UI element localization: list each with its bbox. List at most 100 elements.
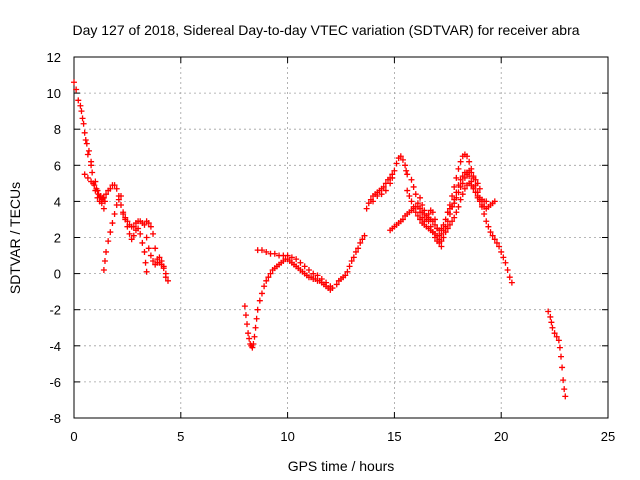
data-point [355,245,362,252]
data-point [142,259,149,266]
data-point [399,156,406,163]
data-point [141,248,148,255]
data-point [404,171,411,178]
data-point [83,140,90,147]
series-arc-9 [333,232,368,288]
data-point [143,234,150,241]
data-point [256,297,263,304]
x-tick-label: 10 [280,429,294,444]
data-point [253,315,260,322]
data-point [82,137,89,144]
data-point [99,194,106,201]
data-point [444,225,451,232]
data-point [417,209,424,216]
data-point [314,272,321,279]
data-point [556,344,563,351]
data-point [421,207,428,214]
data-point [158,257,165,264]
data-point [160,265,167,272]
data-point [487,229,494,236]
data-point [100,205,107,212]
data-point [113,185,120,192]
data-point [457,183,464,190]
data-point [472,189,479,196]
data-point [444,209,451,216]
data-point [141,221,148,228]
data-point [244,321,251,328]
data-point [84,174,91,181]
data-point [342,272,349,279]
data-point [449,218,456,225]
data-point [89,169,96,176]
data-point [404,187,411,194]
data-point [374,192,381,199]
series-arc-8 [254,247,334,290]
chart-title: Day 127 of 2018, Sidereal Day-to-day VTE… [72,22,579,38]
data-point [449,203,456,210]
data-point [485,223,492,230]
data-point [263,277,270,284]
data-point [91,182,98,189]
data-point [414,200,421,207]
data-point [154,259,161,266]
data-point [414,212,421,219]
data-point [417,194,424,201]
data-point [145,220,152,227]
data-point [449,192,456,199]
data-point [412,191,419,198]
data-point [350,254,357,261]
data-point [85,147,92,154]
data-point [246,335,253,342]
grid-lines [74,57,608,418]
data-point [93,185,100,192]
data-point [382,187,389,194]
data-point [387,180,394,187]
series-arc-14 [417,180,490,246]
data-point [164,277,171,284]
data-point [425,211,432,218]
data-point [297,259,304,266]
data-point [451,200,458,207]
y-tick-label: -4 [49,339,61,354]
data-point [419,202,426,209]
data-point [451,214,458,221]
data-point [455,189,462,196]
data-point [126,230,133,237]
x-tick-label: 20 [494,429,508,444]
data-point [361,232,368,239]
data-point [323,279,330,286]
data-point [80,120,87,127]
data-point [481,211,488,218]
y-tick-label: 8 [54,122,61,137]
data-point [301,263,308,270]
data-point [77,102,84,109]
data-point [120,211,127,218]
data-point [327,283,334,290]
data-point [258,247,265,254]
data-point [559,364,566,371]
series-arc-5 [120,211,150,275]
data-point [293,256,300,263]
data-point [365,200,372,207]
y-tick-label: -8 [49,411,61,426]
data-point [73,86,80,93]
data-point [553,333,560,340]
data-point [555,337,562,344]
data-point [397,153,404,160]
data-point [391,167,398,174]
data-point [558,353,565,360]
y-tick-label: -6 [49,375,61,390]
series-arc-6 [143,234,169,281]
data-point [111,182,118,189]
data-point [476,185,483,192]
data-point [464,153,471,160]
data-point [265,274,272,281]
data-point [468,182,475,189]
series-arc-1 [71,79,171,284]
data-point [561,386,568,393]
data-point [403,167,410,174]
data-point [429,229,436,236]
data-point [107,229,114,236]
data-point [122,216,129,223]
